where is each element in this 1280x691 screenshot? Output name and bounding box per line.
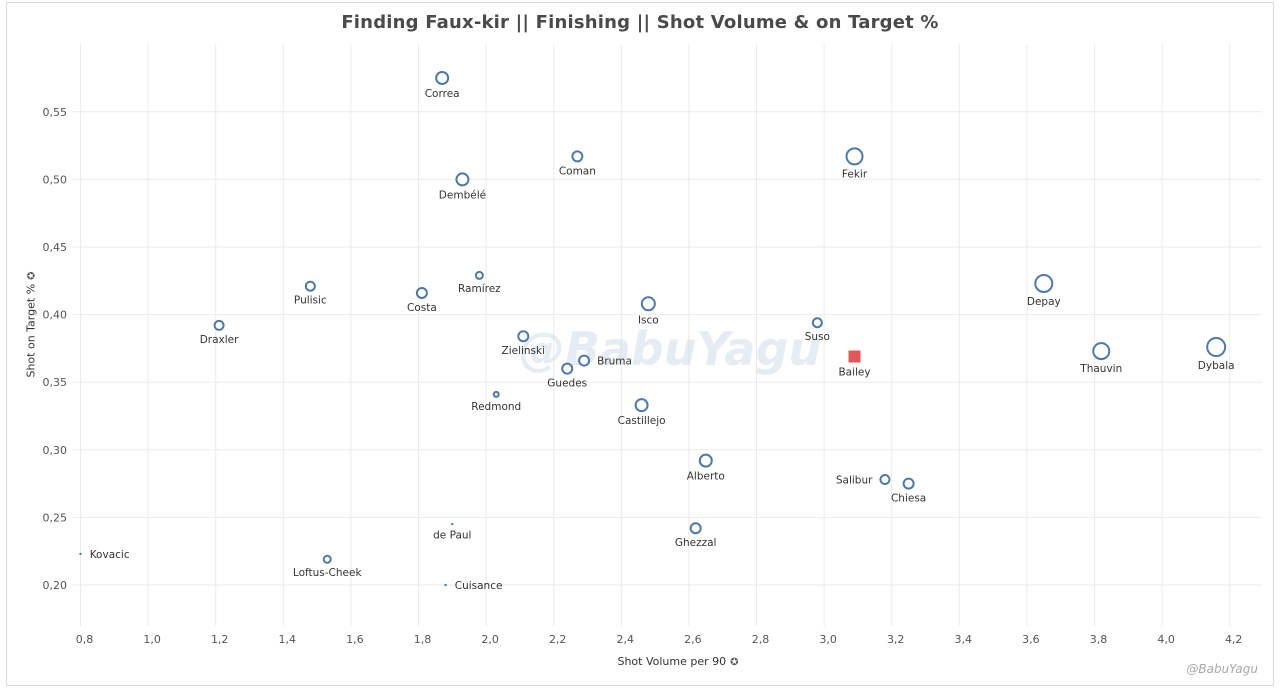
- data-point[interactable]: [1092, 342, 1111, 361]
- point-label: Draxler: [200, 334, 239, 346]
- point-label: Isco: [638, 314, 659, 326]
- y-tick-label: 0,50: [43, 173, 68, 186]
- x-tick-label: 3,4: [955, 633, 973, 646]
- y-axis-title: Shot on Target % ✪: [25, 260, 38, 390]
- data-point[interactable]: [634, 398, 649, 413]
- data-point[interactable]: [561, 362, 574, 375]
- data-point[interactable]: [213, 319, 225, 331]
- y-tick-label: 0,25: [43, 511, 68, 524]
- point-label: Correa: [425, 88, 460, 100]
- x-tick-label: 3,8: [1090, 633, 1108, 646]
- point-label: Depay: [1027, 296, 1061, 308]
- x-tick-label: 2,6: [684, 633, 702, 646]
- data-point[interactable]: [444, 583, 447, 587]
- data-point[interactable]: [322, 554, 332, 564]
- point-label: Dembélé: [439, 189, 486, 201]
- data-point[interactable]: [451, 522, 454, 526]
- pin-icon[interactable]: ✪: [730, 657, 739, 668]
- y-axis-label: Shot on Target %: [24, 283, 38, 378]
- data-point[interactable]: [845, 147, 864, 166]
- data-point[interactable]: [1206, 337, 1227, 358]
- point-label: Guedes: [547, 378, 587, 390]
- point-label: Ghezzal: [675, 537, 717, 549]
- point-label: Redmond: [471, 401, 521, 413]
- x-axis-title: Shot Volume per 90 ✪: [0, 655, 1280, 668]
- point-label: Bailey: [838, 367, 870, 379]
- x-tick-label: 1,0: [143, 633, 161, 646]
- y-tick-label: 0,20: [43, 579, 68, 592]
- chart-frame: [6, 2, 1274, 686]
- x-tick-label: 1,8: [414, 633, 432, 646]
- y-tick-label: 0,45: [43, 241, 68, 254]
- y-tick-label: 0,40: [43, 309, 68, 322]
- data-point[interactable]: [578, 354, 591, 367]
- data-point[interactable]: [304, 280, 316, 292]
- point-label: Zielinski: [502, 345, 546, 357]
- data-point-highlight[interactable]: [848, 350, 861, 363]
- x-tick-label: 3,0: [819, 633, 837, 646]
- data-point[interactable]: [435, 71, 450, 85]
- x-tick-label: 3,6: [1022, 633, 1040, 646]
- data-point[interactable]: [492, 390, 500, 398]
- y-tick-label: 0,30: [43, 444, 68, 457]
- x-tick-label: 1,6: [346, 633, 364, 646]
- x-axis-label: Shot Volume per 90: [617, 655, 727, 668]
- point-label: Alberto: [687, 471, 725, 483]
- point-label: Kovacic: [90, 549, 130, 561]
- data-point[interactable]: [571, 150, 584, 163]
- point-label: Bruma: [597, 356, 632, 368]
- y-tick-label: 0,35: [43, 376, 68, 389]
- x-tick-label: 4,0: [1157, 633, 1175, 646]
- point-label: Fekir: [842, 168, 868, 180]
- point-label: Costa: [407, 302, 437, 314]
- pin-icon[interactable]: ✪: [26, 271, 38, 280]
- data-point[interactable]: [455, 172, 470, 187]
- point-label: Coman: [559, 165, 596, 177]
- point-label: Loftus-Cheek: [293, 567, 363, 579]
- x-tick-label: 1,4: [279, 633, 297, 646]
- point-label: Salibur: [836, 475, 873, 487]
- data-point[interactable]: [79, 552, 82, 556]
- point-label: Pulisic: [294, 295, 327, 307]
- point-label: Cuisance: [455, 580, 503, 592]
- credit-text: @BabuYagu: [1186, 662, 1258, 676]
- x-tick-label: 2,0: [481, 633, 499, 646]
- point-label: Castillejo: [618, 415, 666, 427]
- data-point[interactable]: [698, 453, 713, 468]
- x-tick-label: 2,2: [549, 633, 567, 646]
- x-tick-label: 1,2: [211, 633, 229, 646]
- chart-title: Finding Faux-kir || Finishing || Shot Vo…: [341, 12, 939, 33]
- x-tick-label: 2,4: [617, 633, 635, 646]
- data-point[interactable]: [474, 270, 484, 280]
- point-label: Thauvin: [1079, 363, 1122, 375]
- point-label: Suso: [805, 331, 830, 343]
- data-point[interactable]: [879, 474, 891, 486]
- point-label: Dybala: [1198, 360, 1235, 372]
- x-tick-label: 0,8: [76, 633, 94, 646]
- data-point[interactable]: [1034, 274, 1054, 294]
- data-point[interactable]: [811, 317, 823, 329]
- x-tick-label: 4,2: [1225, 633, 1243, 646]
- y-tick-label: 0,55: [43, 106, 68, 119]
- x-tick-label: 2,8: [752, 633, 770, 646]
- data-point[interactable]: [517, 330, 530, 343]
- x-tick-label: 3,2: [887, 633, 905, 646]
- data-point[interactable]: [902, 477, 915, 490]
- point-label: de Paul: [433, 529, 471, 541]
- data-point[interactable]: [415, 286, 428, 299]
- data-point[interactable]: [689, 522, 702, 535]
- point-label: Ramírez: [458, 283, 501, 295]
- data-point[interactable]: [640, 296, 656, 312]
- point-label: Chiesa: [891, 493, 926, 505]
